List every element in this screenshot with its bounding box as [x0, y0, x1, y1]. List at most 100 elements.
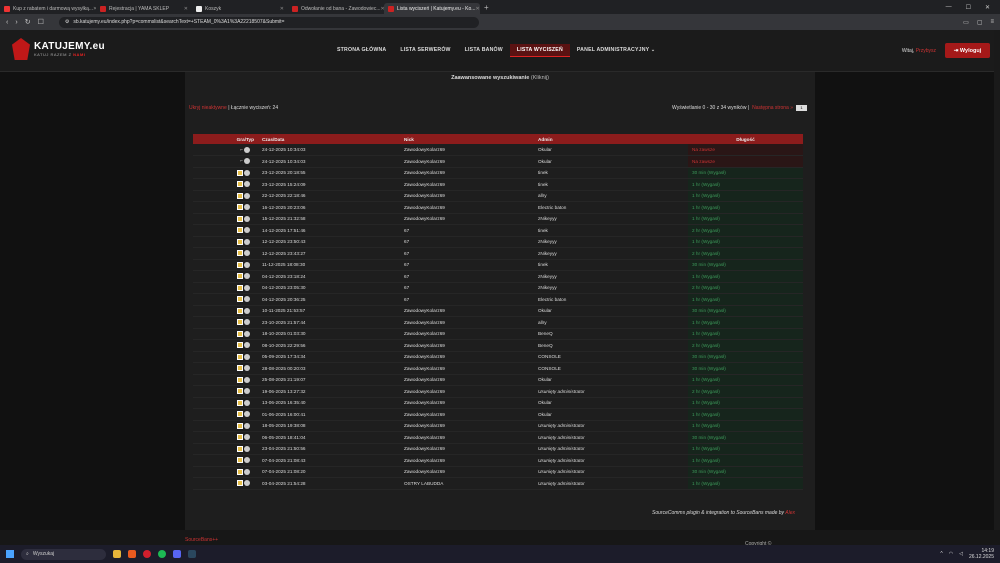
tab-close-icon[interactable]: ✕ [279, 5, 284, 12]
mute-type-icon [244, 342, 250, 349]
table-row[interactable]: 01-06-2025 16:00:41 ZawodowyKolarz69 Okula… [193, 408, 803, 420]
advanced-search[interactable]: Zaawansowane wyszukiwanie (Kliknij) [451, 75, 549, 81]
forward-icon[interactable]: › [15, 18, 18, 26]
browser-tab-bar: Kup z rabatem i darmową wysyłką... ✕ Rejes… [0, 0, 1000, 14]
plugin-author-link[interactable]: Alex [785, 510, 795, 516]
browser-tab[interactable]: Odwołanie od bana - Zawodowiec... ✕ [288, 3, 384, 14]
mute-type-icon [244, 434, 250, 441]
user-link[interactable]: Przybysz [915, 48, 936, 54]
maximize-icon[interactable]: ☐ [965, 4, 971, 11]
wallet-icon[interactable]: ▢ [976, 19, 983, 26]
url-field[interactable]: ⚙ sb.katujemy.eu/index.php?p=commslist&s… [58, 16, 479, 28]
table-row[interactable]: 08-10-2025 22:29:56 ZawodowyKolarz69 BeneQ… [193, 339, 803, 351]
table-row[interactable]: 06-05-2025 18:41:04 ZawodowyKolarz69 Usuni… [193, 431, 803, 443]
table-row[interactable]: 03-04-2025 21:54:28 OSTRY LABUDDA Usunięty… [193, 477, 803, 489]
table-row[interactable]: 28-08-2025 00:20:03 ZawodowyKolarz69 CONSO… [193, 362, 803, 374]
table-row[interactable]: 23-12-2025 15:24:09 ZawodowyKolarz69 tinek… [193, 178, 803, 190]
windows-start-icon[interactable] [6, 550, 14, 558]
tab-close-icon[interactable]: ✕ [93, 5, 96, 12]
table-row[interactable]: 11-12-2025 18:08:30 67 tinek 30 min (Wygasł… [193, 259, 803, 271]
taskbar-search[interactable]: ⌕ Wyszukaj [21, 548, 106, 560]
table-row[interactable]: 10-11-2025 21:53:57 ZawodowyKolarz69 Okula… [193, 305, 803, 317]
table-row[interactable]: 12-12-2025 23:50:43 67 zNikeyyy 1 hr (Wygas… [193, 236, 803, 248]
date-cell: 08-10-2025 22:29:56 [262, 342, 306, 348]
browser-tab[interactable]: Lista wyciszeń | Katujemy.eu - Ko... ✕ [384, 3, 480, 14]
table-row[interactable]: 19-06-2025 13:27:32 ZawodowyKolarz69 Usuni… [193, 385, 803, 397]
new-tab-button[interactable]: + [484, 2, 489, 12]
clock[interactable]: 14:19 26.12.2025 [968, 548, 994, 560]
hide-inactive-link[interactable]: Ukryj nieaktywne [189, 105, 227, 111]
table-row[interactable]: 04-12-2025 20:36:25 67 Electric baton 1 hr … [193, 293, 803, 305]
table-row[interactable]: 07-04-2025 21:08:43 ZawodowyKolarz69 Usuni… [193, 454, 803, 466]
browser-tab[interactable]: Kup z rabatem i darmową wysyłką... ✕ [0, 3, 96, 14]
browser-tab[interactable]: Rejestracja | YAMA SKLEP ✕ [96, 3, 192, 14]
table-row[interactable]: 16-12-2025 20:23:06 ZawodowyKolarz69 Elect… [193, 201, 803, 213]
minimize-icon[interactable]: — [945, 3, 952, 10]
tab-close-icon[interactable]: ✕ [380, 5, 385, 12]
column-header[interactable]: Czas/Data [262, 136, 285, 142]
page-select[interactable]: 1 [796, 105, 807, 111]
length-cell: 1 hr (Wygasł) [688, 213, 803, 225]
nav-item[interactable]: LISTA SERWERÓW [400, 47, 451, 53]
table-row[interactable]: 18-10-2025 01:03:30 ZawodowyKolarz69 BeneQ… [193, 328, 803, 340]
tab-close-icon[interactable]: ✕ [475, 5, 480, 12]
table-row[interactable]: ⌐ 24-12-2025 10:34:03 ZawodowyKolarz69 Okul… [193, 155, 803, 167]
menu-icon[interactable]: ≡ [990, 18, 994, 25]
opera-icon[interactable] [143, 550, 151, 558]
wifi-icon[interactable]: ◠ [948, 551, 954, 557]
table-row[interactable]: 23-12-2025 20:18:55 ZawodowyKolarz69 tinek… [193, 167, 803, 179]
brave-icon[interactable] [128, 550, 136, 558]
table-row[interactable]: ⌐ 24-12-2025 10:34:03 ZawodowyKolarz69 Okul… [193, 144, 803, 156]
nav-item[interactable]: LISTA BANÓW [464, 47, 503, 53]
tab-close-icon[interactable]: ✕ [183, 5, 188, 12]
table-row[interactable]: 13-06-2025 16:35:40 ZawodowyKolarz69 Okula… [193, 397, 803, 409]
table-row[interactable]: 15-12-2025 21:32:58 ZawodowyKolarz69 zNike… [193, 213, 803, 225]
game-icon [237, 434, 243, 441]
sidebar-icon[interactable]: ▭ [963, 19, 969, 26]
reload-icon[interactable]: ↻ [24, 19, 31, 26]
next-page-link[interactable]: Następna strona » [752, 105, 793, 111]
tray-expand-icon[interactable]: ^ [940, 551, 943, 557]
nick-cell: ZawodowyKolarz69 [404, 423, 445, 429]
table-row[interactable]: 07-04-2025 21:08:20 ZawodowyKolarz69 Usuni… [193, 466, 803, 478]
game-icon [237, 169, 243, 176]
column-header[interactable]: Długość [736, 136, 755, 142]
admin-cell: CONSOLE [538, 354, 561, 360]
volume-icon[interactable]: ◁ [959, 551, 963, 557]
length-cell: 1 hr (Wygasł) [688, 454, 803, 466]
site-info-icon[interactable]: ⚙ [64, 19, 70, 25]
length-cell: 30 min (Wygasł) [688, 351, 803, 363]
discord-icon[interactable] [173, 550, 181, 558]
column-header[interactable]: Gra/Typ [236, 136, 254, 142]
table-row[interactable]: 25-08-2025 21:19:07 ZawodowyKolarz69 Okula… [193, 374, 803, 386]
nav-item[interactable]: LISTA WYCISZEŃ [509, 44, 570, 57]
browser-tab[interactable]: Koszyk ✕ [192, 3, 288, 14]
site-logo[interactable]: KATUJEMY.eu KATUJ RAZEM Z NAMI [12, 38, 105, 60]
length-cell: 2 hr (Wygasł) [688, 385, 803, 397]
table-row[interactable]: 04-12-2025 23:18:24 67 zNikeyyy 1 hr (Wygas… [193, 270, 803, 282]
back-icon[interactable]: ‹ [6, 18, 9, 26]
logout-button[interactable]: ⇥ Wyloguj [945, 43, 990, 58]
nav-item[interactable]: PANEL ADMINISTRACYJNY ⌄ [576, 47, 656, 53]
length-cell: 30 min (Wygasł) [688, 431, 803, 443]
mute-type-icon [244, 480, 250, 487]
table-row[interactable]: 05-09-2025 17:34:34 ZawodowyKolarz69 CONSO… [193, 351, 803, 363]
spotify-icon[interactable] [158, 550, 166, 558]
bookmark-icon[interactable]: ☐ [37, 19, 44, 26]
column-header[interactable]: Nick [404, 136, 414, 142]
column-header[interactable]: Admin [538, 136, 553, 142]
table-row[interactable]: 22-12-2025 22:18:46 ZawodowyKolarz69 allry… [193, 190, 803, 202]
table-row[interactable]: 23-04-2025 21:50:56 ZawodowyKolarz69 Usuni… [193, 443, 803, 455]
footer-sourcebans-link[interactable]: SourceBans++ [185, 537, 219, 543]
close-icon[interactable]: ✕ [984, 4, 990, 11]
file-explorer-icon[interactable] [113, 550, 121, 558]
scrollbar[interactable] [994, 30, 1000, 545]
table-row[interactable]: 23-10-2025 21:57:44 ZawodowyKolarz69 allry… [193, 316, 803, 328]
steam-icon[interactable] [188, 550, 196, 558]
table-row[interactable]: 04-12-2025 23:05:30 67 zNikeyyy 2 hr (Wygas… [193, 282, 803, 294]
table-row[interactable]: 18-05-2025 19:38:08 ZawodowyKolarz69 Usuni… [193, 420, 803, 432]
table-row[interactable]: 12-12-2025 23:43:27 67 zNikeyyy 2 hr (Wygas… [193, 247, 803, 259]
logout-icon: ⇥ [953, 47, 960, 54]
table-row[interactable]: 14-12-2025 17:51:46 67 tinek 2 hr (Wygasł) [193, 224, 803, 236]
nav-item[interactable]: STRONA GŁÓWNA [337, 47, 387, 53]
